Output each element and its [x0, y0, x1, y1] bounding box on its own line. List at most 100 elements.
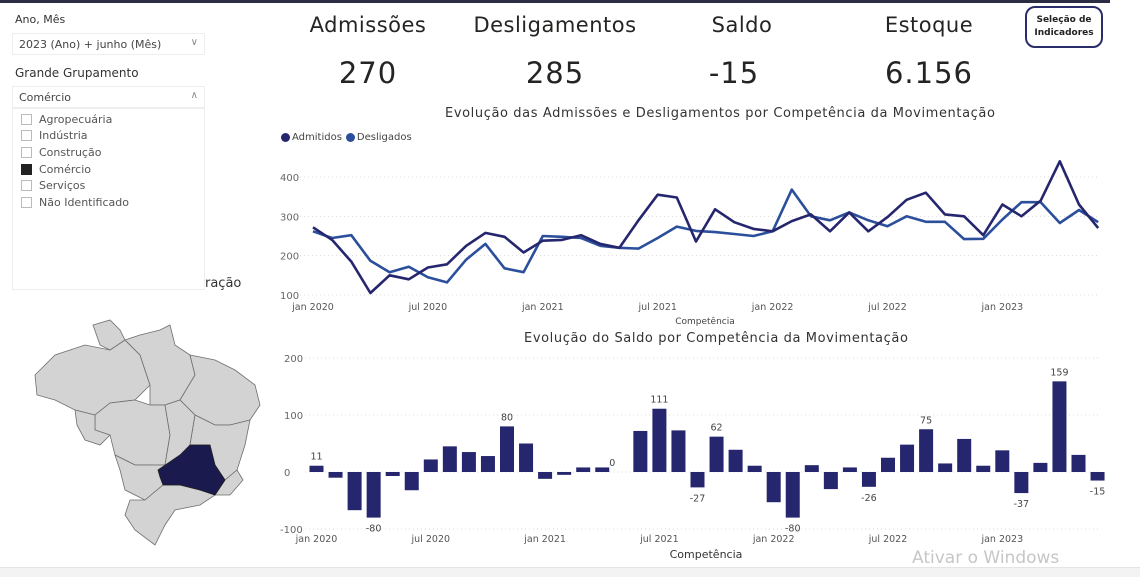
saldo-bar[interactable] [1014, 472, 1029, 494]
group-option[interactable]: Não Identificado [13, 194, 204, 211]
windows-activation-watermark: Ativar o Windows [912, 548, 1060, 568]
saldo-bar[interactable] [461, 452, 476, 472]
bar-data-label: 11 [310, 452, 322, 463]
kpi-admissoes-title: Admissões [309, 13, 427, 37]
saldo-bar[interactable] [576, 467, 591, 472]
x-tick-label: jul 2020 [411, 534, 451, 545]
legend-label-desligados: Desligados [356, 132, 412, 143]
saldo-bar[interactable] [881, 457, 895, 472]
legend-dot-admitidos [281, 132, 290, 142]
saldo-bar[interactable] [385, 472, 400, 476]
saldo-bar[interactable] [900, 444, 915, 472]
saldo-bar[interactable] [842, 467, 857, 472]
saldo-bar[interactable] [500, 426, 514, 472]
indicator-selection-button[interactable]: Seleção de Indicadores [1025, 6, 1103, 48]
saldo-bar[interactable] [595, 467, 610, 472]
x-tick-label: jan 2020 [295, 534, 338, 545]
saldo-bar[interactable] [347, 472, 362, 511]
saldo-bar[interactable] [633, 430, 648, 472]
bar-data-label: 0 [609, 458, 615, 469]
x-tick-label: jul 2021 [639, 534, 679, 545]
kpi-estoque-title: Estoque [884, 13, 974, 37]
saldo-bar[interactable] [804, 465, 819, 472]
saldo-bar[interactable] [823, 472, 838, 490]
legend-dot-desligados [345, 132, 355, 142]
saldo-bar[interactable] [747, 465, 762, 472]
bottom-bar [0, 567, 1140, 577]
bar-data-label: -80 [366, 524, 382, 535]
group-option-label: Comércio [39, 162, 92, 176]
map-title-partial: ração [205, 276, 242, 291]
saldo-bar[interactable] [785, 472, 800, 518]
state-north-west[interactable] [34, 339, 151, 416]
saldo-bar[interactable] [1071, 454, 1086, 472]
group-slicer-label: Grande Grupamento [15, 66, 139, 80]
saldo-bar[interactable] [671, 430, 686, 472]
saldo-bar[interactable] [366, 472, 381, 518]
saldo-bar[interactable] [442, 446, 457, 472]
x-tick-label: jan 2021 [521, 302, 564, 313]
saldo-bar[interactable] [957, 438, 972, 472]
kpi-admissoes-value: 270 [338, 56, 398, 90]
group-option-label: Construção [39, 145, 102, 159]
saldo-bar[interactable] [976, 465, 991, 472]
saldo-bar[interactable] [652, 408, 667, 472]
saldo-bar[interactable] [1052, 381, 1067, 472]
saldo-bar[interactable] [766, 472, 781, 503]
x-tick-label: jul 2022 [868, 534, 908, 545]
x-tick-label: jan 2021 [523, 534, 566, 545]
saldo-bar[interactable] [938, 463, 953, 472]
legend-item-desligados[interactable]: Desligados [345, 132, 412, 143]
bar-data-label: -27 [690, 493, 706, 504]
saldo-bar[interactable] [1090, 472, 1105, 481]
saldo-bar[interactable] [995, 450, 1010, 472]
group-option[interactable]: Serviços [13, 177, 204, 194]
saldo-bar[interactable] [423, 459, 438, 472]
period-dropdown[interactable]: 2023 (Ano) + junho (Mês) ∨ [12, 33, 205, 55]
saldo-bar[interactable] [404, 472, 419, 491]
saldo-bar[interactable] [861, 472, 876, 487]
saldo-bar[interactable] [728, 449, 743, 472]
checkbox[interactable] [21, 180, 32, 192]
kpi-desligamentos-title: Desligamentos [473, 13, 637, 37]
group-option[interactable]: Indústria [13, 128, 204, 145]
x-axis-title: Competência [670, 548, 743, 561]
checkbox[interactable] [21, 113, 32, 125]
saldo-bar[interactable] [919, 429, 934, 472]
checkbox[interactable] [21, 196, 32, 208]
y-tick-label: 0 [284, 468, 290, 479]
x-tick-label: jan 2022 [751, 302, 794, 313]
group-dropdown-value: Comércio [19, 91, 72, 104]
y-tick-label: 100 [284, 411, 303, 422]
y-tick-label: 100 [280, 291, 299, 302]
group-option[interactable]: Agropecuária [13, 111, 204, 128]
saldo-bar[interactable] [519, 443, 534, 473]
checkbox[interactable] [21, 130, 32, 142]
saldo-bar[interactable] [709, 436, 724, 472]
state-rondonia-acre[interactable] [74, 409, 111, 446]
button-line-2: Indicadores [1034, 28, 1094, 38]
checkbox-checked[interactable] [21, 163, 32, 175]
kpi-desligamentos-value: 285 [525, 56, 585, 90]
group-option[interactable]: Comércio [13, 161, 204, 178]
kpi-saldo-title: Saldo [711, 13, 773, 37]
bar-data-label: -37 [1014, 499, 1030, 510]
checkbox[interactable] [21, 146, 32, 158]
top-border [0, 0, 1110, 3]
y-tick-label: -100 [280, 525, 303, 536]
saldo-bar[interactable] [309, 465, 324, 472]
legend-item-admitidos[interactable]: Admitidos [281, 132, 342, 143]
group-option[interactable]: Construção [13, 144, 204, 161]
x-tick-label: jan 2022 [752, 534, 795, 545]
bar-data-label: 111 [650, 395, 668, 406]
state-minas-gerais-highlighted[interactable] [157, 444, 226, 496]
saldo-bar[interactable] [328, 472, 343, 478]
bar-data-label: -80 [785, 524, 801, 535]
group-dropdown[interactable]: Comércio ∧ [12, 86, 205, 108]
saldo-bar[interactable] [480, 456, 495, 472]
saldo-bar[interactable] [1033, 462, 1048, 472]
saldo-bar[interactable] [557, 472, 572, 475]
saldo-bar[interactable] [690, 472, 705, 488]
legend-label-admitidos: Admitidos [292, 132, 342, 143]
saldo-bar[interactable] [538, 472, 553, 479]
